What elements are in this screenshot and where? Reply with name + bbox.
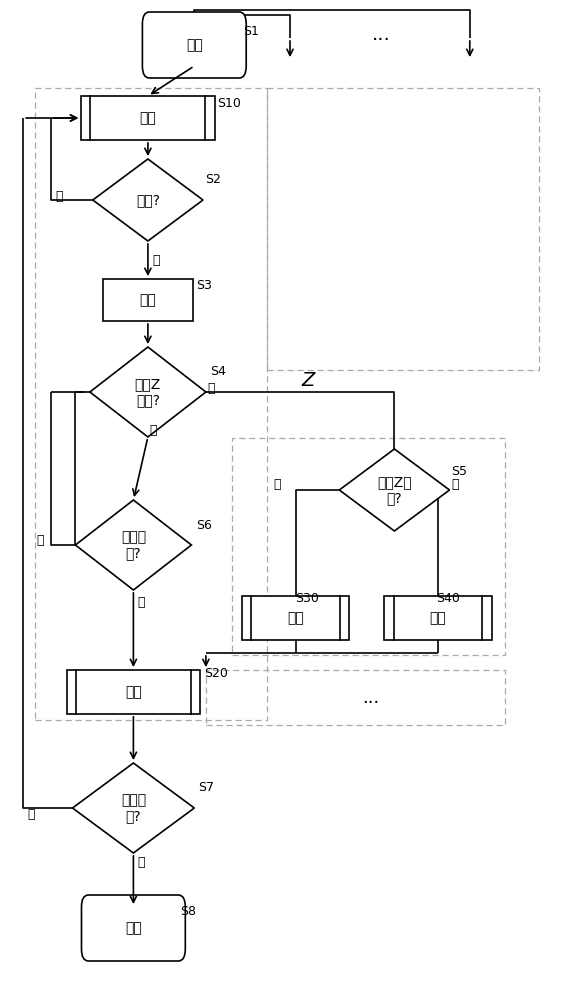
Text: S10: S10 bbox=[217, 97, 241, 110]
Text: ...: ... bbox=[362, 689, 380, 707]
Text: S20: S20 bbox=[204, 667, 228, 680]
Text: S4: S4 bbox=[210, 365, 226, 378]
Text: S30: S30 bbox=[295, 592, 318, 605]
Bar bbox=[384, 596, 491, 640]
Text: 否: 否 bbox=[274, 479, 281, 491]
Text: 减速: 减速 bbox=[288, 611, 304, 625]
Polygon shape bbox=[339, 449, 450, 531]
Text: 报告: 报告 bbox=[140, 293, 156, 307]
Text: 是: 是 bbox=[137, 856, 144, 868]
Text: 结束?: 结束? bbox=[136, 193, 160, 207]
FancyBboxPatch shape bbox=[81, 895, 186, 961]
Polygon shape bbox=[72, 763, 194, 853]
FancyBboxPatch shape bbox=[142, 12, 246, 78]
Text: S40: S40 bbox=[436, 592, 460, 605]
Text: 加速: 加速 bbox=[430, 611, 446, 625]
Text: S8: S8 bbox=[180, 905, 196, 918]
Polygon shape bbox=[93, 159, 203, 241]
Text: 是: 是 bbox=[137, 595, 144, 608]
Bar bbox=[81, 96, 215, 140]
Text: S6: S6 bbox=[196, 519, 212, 532]
Text: 否: 否 bbox=[55, 190, 63, 202]
Text: 开始: 开始 bbox=[186, 38, 202, 52]
Text: 是: 是 bbox=[152, 253, 160, 266]
Bar bbox=[67, 670, 200, 714]
Bar bbox=[103, 279, 193, 321]
Text: S2: S2 bbox=[205, 173, 221, 186]
Text: 是: 是 bbox=[150, 424, 157, 436]
Text: S1: S1 bbox=[244, 25, 259, 38]
Text: 否: 否 bbox=[36, 534, 44, 548]
Polygon shape bbox=[90, 347, 206, 437]
Text: 卸载: 卸载 bbox=[125, 685, 142, 699]
Text: S5: S5 bbox=[451, 465, 467, 478]
Text: S3: S3 bbox=[196, 279, 212, 292]
Text: 称重: 称重 bbox=[140, 111, 156, 125]
Text: S7: S7 bbox=[198, 781, 215, 794]
Text: 过程结
束?: 过程结 束? bbox=[121, 793, 146, 823]
Text: 周期Z
正常?: 周期Z 正常? bbox=[135, 377, 161, 407]
Polygon shape bbox=[75, 500, 191, 590]
Text: 周期Z过
短?: 周期Z过 短? bbox=[377, 475, 412, 505]
Text: 是: 是 bbox=[451, 479, 459, 491]
Text: ...: ... bbox=[372, 25, 391, 44]
Text: Z: Z bbox=[302, 370, 315, 389]
Text: 卸载脉
冲?: 卸载脉 冲? bbox=[121, 530, 146, 560]
Text: 结束: 结束 bbox=[125, 921, 142, 935]
Text: 否: 否 bbox=[208, 381, 215, 394]
Bar bbox=[242, 596, 349, 640]
Text: 否: 否 bbox=[28, 808, 35, 820]
